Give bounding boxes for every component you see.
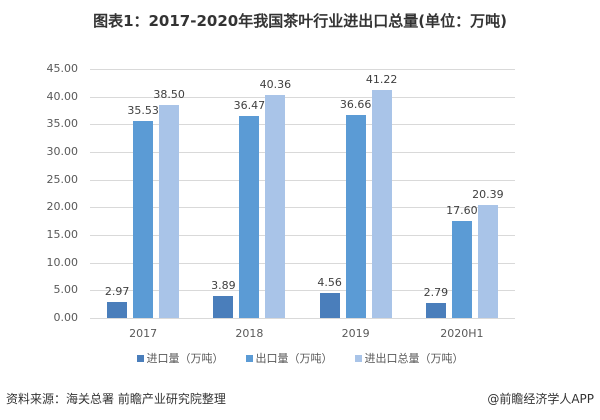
y-tick-label: 40.00 [46,89,79,103]
bar-value-label: 2.97 [104,284,130,298]
y-tick-label: 35.00 [46,117,79,131]
y-tick-label: 25.00 [46,172,79,186]
legend-label: 进出口总量（万吨） [364,352,464,365]
bar-value-label: 40.36 [259,77,292,91]
bar-value-label: 20.39 [472,188,504,202]
chart-title: 图表1：2017-2020年我国茶叶行业进出口总量(单位：万吨) [93,12,507,30]
x-tick-label: 2019 [341,327,370,340]
y-tick-label: 0.00 [53,311,79,324]
y-tick-label: 30.00 [46,145,79,158]
bar [371,89,392,318]
bar-value-label: 36.66 [339,98,372,112]
gridline [90,235,515,236]
gridline [90,152,515,153]
legend: 进口量（万吨） 出口量（万吨） 进出口总量（万吨） [0,350,600,366]
source-note: 资料来源：海关总署 前瞻产业研究院整理 [6,392,226,406]
bar [239,116,260,318]
bar [133,121,154,318]
bar-value-label: 35.53 [127,104,159,118]
bar [425,302,446,318]
y-tick-label: 10.00 [46,255,79,269]
gridline [90,69,515,70]
x-tick-label: 2018 [235,327,264,340]
gridline [90,262,515,264]
bar-value-label: 2.79 [423,285,449,299]
x-tick-label: 2017 [129,327,158,340]
legend-item: 进口量（万吨） [136,350,224,366]
legend-item: 进出口总量（万吨） [354,350,464,366]
legend-label: 出口量（万吨） [255,352,333,365]
credit-note: @前瞻经济学人APP [487,392,594,406]
gridline [90,290,515,292]
legend-swatch-icon [354,354,362,362]
gridline [90,318,515,319]
bar [319,292,340,318]
bar [213,296,234,318]
y-tick-label: 5.00 [53,283,79,297]
bar-value-label: 17.60 [446,203,478,217]
y-tick-label: 20.00 [46,200,79,214]
legend-swatch-icon [136,354,144,362]
legend-swatch-icon [245,354,253,362]
bar [477,205,498,318]
bar-value-label: 4.56 [317,275,342,289]
gridline [90,207,515,209]
bar-value-label: 3.89 [211,279,236,293]
bar [265,94,286,318]
bar [345,115,366,318]
gridline [90,179,515,181]
legend-label: 进口量（万吨） [146,352,224,365]
bar-value-label: 36.47 [233,99,266,113]
bar [451,220,472,318]
gridline [90,96,515,98]
bar-value-label: 38.50 [153,87,185,101]
x-tick-label: 2020H1 [440,327,484,340]
bar [159,104,180,318]
bar [107,301,128,318]
legend-item: 出口量（万吨） [245,350,333,366]
y-tick-label: 45.00 [46,62,79,75]
plot-area: 2.97 35.53 38.50 3.89 36.47 40.36 4.56 36.66 41.… [90,69,515,319]
y-tick-label: 15.00 [46,228,79,241]
gridline [90,124,515,126]
bar-value-label: 41.22 [365,72,398,86]
